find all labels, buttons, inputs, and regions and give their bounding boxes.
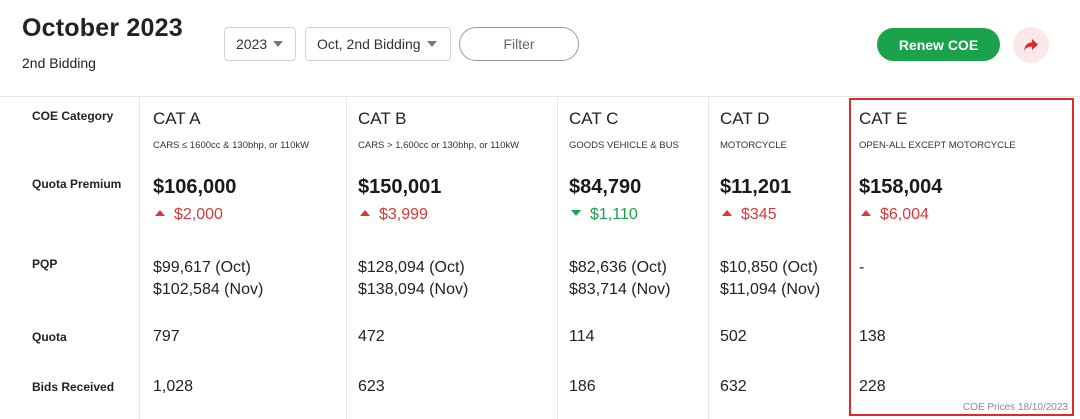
highlight-box [849,98,1074,416]
row-label-bids: Bids Received [32,380,115,394]
pqp-oct: $10,850 (Oct) [720,259,818,276]
premium-change: $2,000 [155,206,223,224]
premium-change-value: $6,004 [880,206,929,223]
bids-received-value: 623 [358,378,385,395]
page-header: October 2023 2nd Bidding 2023 Oct, 2nd B… [0,0,1080,96]
premium-change: $1,110 [571,206,638,224]
category-description: CARS > 1,600cc or 130bhp, or 110kW [358,140,520,151]
row-label-category: COE Category [32,109,114,123]
quota-premium: $106,000 [153,176,237,198]
arrow-up-icon [155,209,165,216]
share-arrow-icon [1024,39,1038,51]
pqp-nov: $102,584 (Nov) [153,281,264,298]
premium-change: $6,004 [861,206,929,224]
pqp-values: - [859,257,864,279]
category-column-cat-b: CAT B CARS > 1,600cc or 130bhp, or 110kW… [358,97,553,419]
column-divider [557,97,558,419]
premium-change-value: $1,110 [590,206,638,223]
renew-coe-button[interactable]: Renew COE [877,28,1000,61]
quota-value: 797 [153,328,180,345]
header-divider [0,96,1080,97]
pqp-values: $10,850 (Oct) $11,094 (Nov) [720,257,820,301]
caret-down-icon [426,41,437,47]
category-description: CARS ≤ 1600cc & 130bhp, or 110kW [153,140,310,151]
year-select-value: 2023 [236,36,268,52]
category-name: CAT C [569,109,619,128]
pqp-nov: $83,714 (Nov) [569,281,671,298]
quota-value: 138 [859,328,886,345]
quota-premium: $84,790 [569,176,642,198]
page-title: October 2023 [22,14,183,42]
quota-premium: $150,001 [358,176,442,198]
category-column-cat-d: CAT D MOTORCYCLE $11,201 $345 $10,850 (O… [720,97,845,419]
category-column-cat-e: CAT E OPEN-ALL EXCEPT MOTORCYCLE $158,00… [859,97,1069,419]
premium-change-value: $3,999 [379,206,428,223]
category-name: CAT B [358,109,407,128]
category-description: OPEN-ALL EXCEPT MOTORCYCLE [859,140,1016,151]
bidding-select-value: Oct, 2nd Bidding [317,36,421,52]
pqp-oct: $128,094 (Oct) [358,259,465,276]
premium-change-value: $2,000 [174,206,223,223]
category-description: MOTORCYCLE [720,140,787,151]
share-button[interactable] [1013,27,1049,63]
premium-change-value: $345 [741,206,777,223]
category-name: CAT A [153,109,201,128]
page-subtitle: 2nd Bidding [22,55,96,71]
pqp-oct: - [859,259,865,276]
pqp-oct: $99,617 (Oct) [153,259,251,276]
arrow-up-icon [722,209,732,216]
column-divider [139,97,140,419]
premium-change: $3,999 [360,206,428,224]
pqp-nov: $138,094 (Nov) [358,281,469,298]
coe-prices-date-note: COE Prices 18/10/2023 [962,402,1068,413]
category-column-cat-c: CAT C GOODS VEHICLE & BUS $84,790 $1,110… [569,97,705,419]
bids-received-value: 228 [859,378,886,395]
arrow-up-icon [861,209,871,216]
bids-received-value: 1,028 [153,378,194,395]
premium-change: $345 [722,206,777,224]
caret-down-icon [273,41,284,47]
pqp-values: $99,617 (Oct) $102,584 (Nov) [153,257,263,301]
pqp-values: $128,094 (Oct) $138,094 (Nov) [358,257,468,301]
year-select[interactable]: 2023 [224,27,296,61]
category-name: CAT D [720,109,770,128]
filter-button[interactable]: Filter [459,27,579,61]
quota-premium: $11,201 [720,176,792,198]
quota-premium: $158,004 [859,176,943,198]
category-name: CAT E [859,109,908,128]
pqp-values: $82,636 (Oct) $83,714 (Nov) [569,257,670,301]
column-divider [708,97,709,419]
bids-received-value: 632 [720,378,747,395]
pqp-nov: $11,094 (Nov) [720,281,821,298]
pqp-oct: $82,636 (Oct) [569,259,667,276]
quota-value: 472 [358,328,385,345]
category-column-cat-a: CAT A CARS ≤ 1600cc & 130bhp, or 110kW $… [153,97,343,419]
row-label-pqp: PQP [32,257,58,271]
arrow-down-icon [571,209,581,216]
row-label-quota: Quota [32,330,67,344]
column-divider [346,97,347,419]
row-label-premium: Quota Premium [32,177,122,191]
arrow-up-icon [360,209,370,216]
bidding-select[interactable]: Oct, 2nd Bidding [305,27,451,61]
quota-value: 114 [569,328,595,345]
bids-received-value: 186 [569,378,596,395]
category-description: GOODS VEHICLE & BUS [569,140,679,151]
quota-value: 502 [720,328,747,345]
